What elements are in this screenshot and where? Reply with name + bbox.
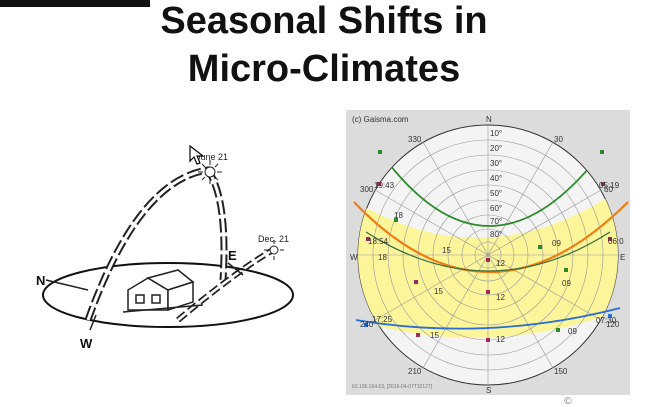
azimuth-300: 300 [360, 185, 374, 194]
sun-path-chart: (c) Gaisma.com N S W E 330 30 300 60 240… [346, 110, 630, 395]
hour-s12: 12 [496, 259, 505, 268]
azimuth-150: 150 [554, 367, 568, 376]
azimuth-30: 30 [554, 135, 563, 144]
sun-path-illustration: June 21 Dec. 21 N E W [36, 152, 294, 351]
chart-copyright: (c) Gaisma.com [352, 115, 409, 124]
altitude-70: 70° [490, 217, 502, 226]
mouse-cursor-icon [189, 145, 205, 165]
hour-w15: 15 [430, 331, 439, 340]
equinox-path [353, 201, 629, 273]
winter-path [355, 307, 621, 330]
hour-e12: 12 [496, 293, 505, 302]
compass-s: S [486, 386, 491, 395]
east-arrow [227, 262, 244, 276]
time-equinox-left: 18:54 [368, 237, 389, 246]
hour-markers [364, 150, 612, 342]
label-dec: Dec. 21 [258, 234, 289, 244]
azimuth-240: 240 [360, 320, 374, 329]
time-summer-left: 19:43 [374, 181, 395, 190]
altitude-20: 20° [490, 144, 502, 153]
hour-s09: 09 [552, 239, 561, 248]
midsummer-hour-curve [365, 231, 611, 272]
label-north: N [36, 273, 45, 288]
time-winter-left: 17:25 [372, 315, 393, 324]
altitude-50: 50° [490, 189, 502, 198]
hour-w12: 12 [496, 335, 505, 344]
slide-title-line-1: Seasonal Shifts in [160, 0, 488, 42]
time-equinox-right: 06:0 [608, 237, 624, 246]
chart-footer: 63.106.164.63, [2016-04-07T10127] [352, 384, 433, 390]
altitude-10: 10° [490, 129, 502, 138]
top-black-bar [0, 0, 150, 7]
hour-e15: 15 [434, 287, 443, 296]
north-arrow [45, 279, 89, 291]
time-summer-right: 05:19 [599, 181, 620, 190]
azimuth-120: 120 [606, 320, 620, 329]
compass-e: E [620, 253, 625, 262]
compass-n: N [486, 115, 492, 124]
slide-title-line-2: Micro-Climates [187, 48, 461, 90]
hour-w09: 09 [568, 327, 577, 336]
compass-w: W [350, 253, 358, 262]
label-west: W [80, 336, 93, 351]
azimuth-60: 60 [604, 185, 613, 194]
azimuth-330: 330 [408, 135, 422, 144]
altitude-40: 40° [490, 174, 502, 183]
hour-e18: 18 [378, 253, 387, 262]
altitude-80: 80° [490, 230, 502, 239]
altitude-60: 60° [490, 204, 502, 213]
winter-sun-icon [264, 240, 284, 260]
sun-band-fill [358, 188, 618, 338]
hour-s18: 18 [394, 211, 403, 220]
hour-e09: 09 [562, 279, 571, 288]
azimuth-210: 210 [408, 367, 422, 376]
corner-mark: © [563, 396, 573, 407]
label-east: E [228, 248, 237, 263]
altitude-30: 30° [490, 159, 502, 168]
hour-s15: 15 [442, 246, 451, 255]
house-icon [122, 269, 204, 313]
ground-ellipse [42, 262, 294, 328]
label-june: June 21 [196, 152, 228, 162]
west-arrow [89, 314, 97, 331]
time-winter-right: 07:30 [596, 316, 617, 325]
summer-path [379, 151, 603, 227]
summer-sun-icon [198, 160, 222, 184]
